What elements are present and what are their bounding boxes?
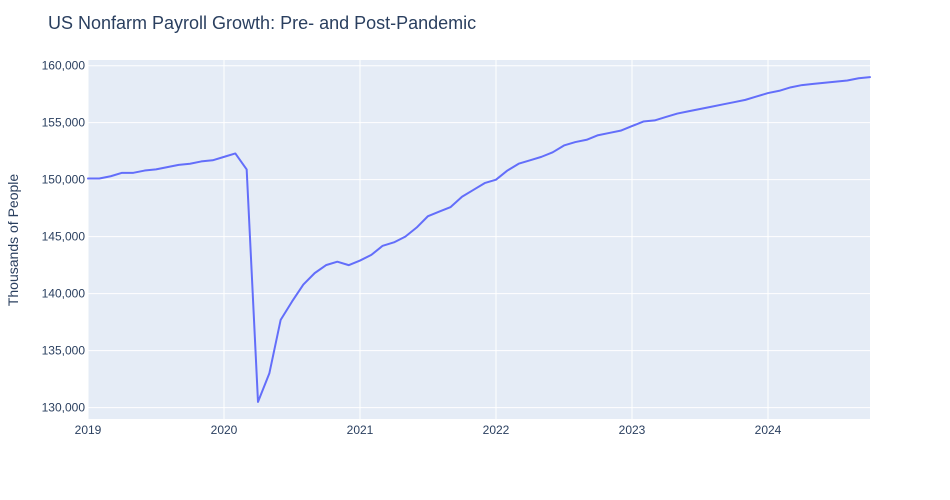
y-axis-title: Thousands of People (5, 174, 21, 307)
x-axis-ticks: 2019 2020 2021 2022 2023 2024 (75, 423, 782, 437)
x-tick-label: 2024 (755, 423, 782, 437)
y-tick-label: 155,000 (42, 116, 86, 130)
plot-area (88, 60, 870, 419)
x-tick-label: 2023 (619, 423, 646, 437)
series-layer (87, 76, 871, 403)
x-tick-label: 2021 (347, 423, 374, 437)
x-tick-label: 2020 (211, 423, 238, 437)
y-axis-ticks: 130,000 135,000 140,000 145,000 150,000 155,0… (42, 59, 86, 415)
gridlines (87, 60, 870, 419)
chart-title: US Nonfarm Payroll Growth: Pre- and Post… (48, 13, 476, 33)
series-line (87, 76, 871, 403)
y-tick-label: 135,000 (42, 344, 86, 358)
y-tick-label: 160,000 (42, 59, 86, 73)
x-tick-label: 2022 (483, 423, 510, 437)
y-tick-label: 140,000 (42, 287, 86, 301)
x-tick-label: 2019 (75, 423, 102, 437)
y-tick-label: 130,000 (42, 401, 86, 415)
y-tick-label: 145,000 (42, 230, 86, 244)
y-tick-label: 150,000 (42, 173, 86, 187)
